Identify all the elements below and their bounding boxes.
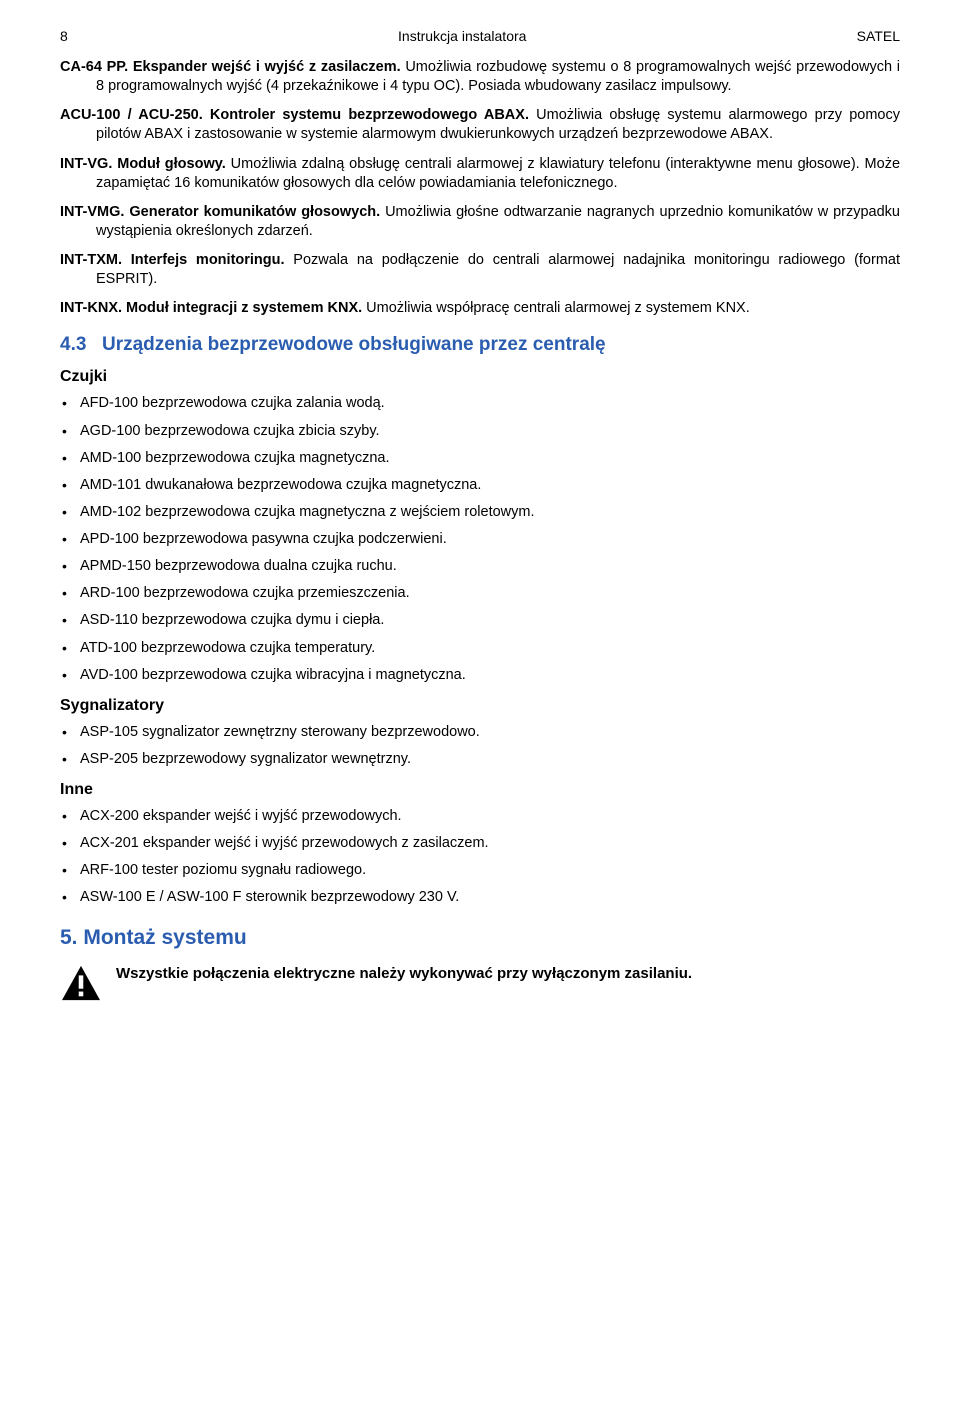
para-body: Umożliwia współpracę centrali alarmowej … (362, 300, 750, 316)
para-lead: INT-VG. Moduł głosowy. (60, 156, 226, 172)
list-item: ACX-200 ekspander wejść i wyjść przewodo… (60, 807, 900, 826)
list-item: AFD-100 bezprzewodowa czujka zalania wod… (60, 394, 900, 413)
list-item: APMD-150 bezprzewodowa dualna czujka ruc… (60, 557, 900, 576)
list-czujki: AFD-100 bezprzewodowa czujka zalania wod… (60, 394, 900, 684)
list-item: AVD-100 bezprzewodowa czujka wibracyjna … (60, 666, 900, 685)
doc-title: Instrukcja instalatora (398, 28, 526, 44)
section-5-heading: 5. Montaż systemu (60, 926, 900, 950)
list-item: ASP-105 sygnalizator zewnętrzny sterowan… (60, 723, 900, 742)
para-lead: INT-TXM. Interfejs monitoringu. (60, 252, 285, 268)
para-lead: CA-64 PP. Ekspander wejść i wyjść z zasi… (60, 59, 401, 75)
page-number: 8 (60, 28, 68, 44)
para-ca64pp: CA-64 PP. Ekspander wejść i wyjść z zasi… (60, 58, 900, 96)
section-4-3-heading: 4.3Urządzenia bezprzewodowe obsługiwane … (60, 334, 900, 356)
warning-icon (60, 964, 102, 1002)
para-lead: INT-KNX. Moduł integracji z systemem KNX… (60, 300, 362, 316)
para-acu: ACU-100 / ACU-250. Kontroler systemu bez… (60, 106, 900, 144)
list-item: ATD-100 bezprzewodowa czujka temperatury… (60, 639, 900, 658)
para-inttxm: INT-TXM. Interfejs monitoringu. Pozwala … (60, 251, 900, 289)
subhead-inne: Inne (60, 781, 900, 799)
para-intvg: INT-VG. Moduł głosowy. Umożliwia zdalną … (60, 155, 900, 193)
list-item: AMD-100 bezprzewodowa czujka magnetyczna… (60, 449, 900, 468)
list-item: AMD-101 dwukanałowa bezprzewodowa czujka… (60, 476, 900, 495)
section-number: 4.3 (60, 334, 102, 356)
list-inne: ACX-200 ekspander wejść i wyjść przewodo… (60, 807, 900, 908)
list-item: APD-100 bezprzewodowa pasywna czujka pod… (60, 530, 900, 549)
list-item: ARD-100 bezprzewodowa czujka przemieszcz… (60, 584, 900, 603)
section-title: Urządzenia bezprzewodowe obsługiwane prz… (102, 334, 606, 355)
list-item: ASP-205 bezprzewodowy sygnalizator wewnę… (60, 750, 900, 769)
list-sygnalizatory: ASP-105 sygnalizator zewnętrzny sterowan… (60, 723, 900, 769)
page-header: 8 Instrukcja instalatora SATEL (60, 28, 900, 44)
para-lead: INT-VMG. Generator komunikatów głosowych… (60, 204, 380, 220)
warning-block: Wszystkie połączenia elektryczne należy … (60, 964, 900, 1002)
para-lead: ACU-100 / ACU-250. Kontroler systemu bez… (60, 107, 529, 123)
brand: SATEL (857, 28, 900, 44)
list-item: ASW-100 E / ASW-100 F sterownik bezprzew… (60, 888, 900, 907)
list-item: ASD-110 bezprzewodowa czujka dymu i ciep… (60, 611, 900, 630)
list-item: ARF-100 tester poziomu sygnału radiowego… (60, 861, 900, 880)
subhead-sygnalizatory: Sygnalizatory (60, 697, 900, 715)
list-item: AMD-102 bezprzewodowa czujka magnetyczna… (60, 503, 900, 522)
subhead-czujki: Czujki (60, 368, 900, 386)
para-intknx: INT-KNX. Moduł integracji z systemem KNX… (60, 299, 900, 318)
para-intvmg: INT-VMG. Generator komunikatów głosowych… (60, 203, 900, 241)
warning-text: Wszystkie połączenia elektryczne należy … (116, 964, 900, 984)
list-item: ACX-201 ekspander wejść i wyjść przewodo… (60, 834, 900, 853)
list-item: AGD-100 bezprzewodowa czujka zbicia szyb… (60, 422, 900, 441)
